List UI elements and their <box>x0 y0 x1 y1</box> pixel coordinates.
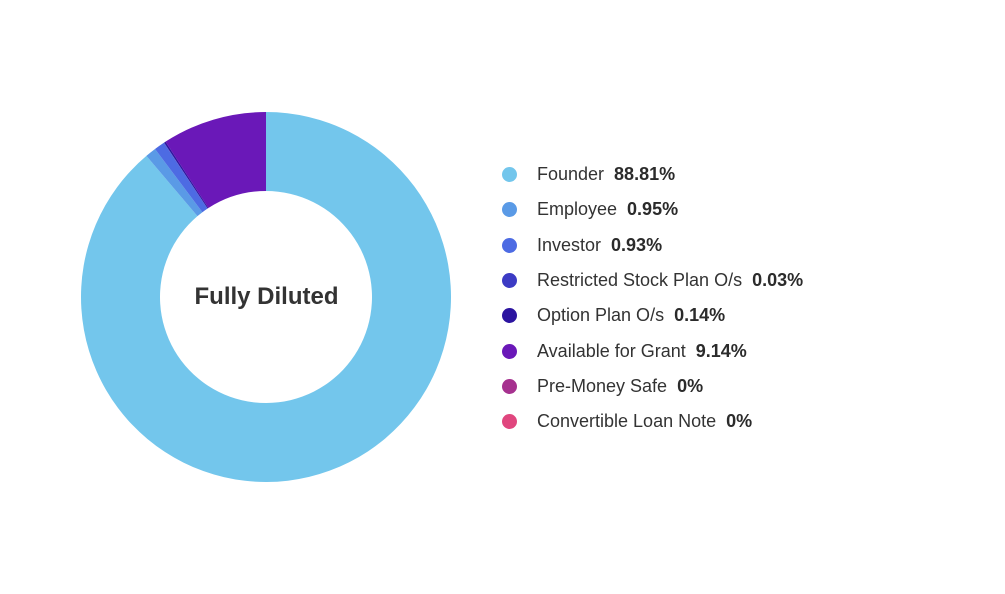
legend-marker-icon <box>502 273 517 289</box>
legend-value: 9.14% <box>695 340 747 361</box>
legend-label: Employee <box>537 199 618 220</box>
legend-marker-icon <box>502 414 517 430</box>
legend-label: Available for Grant <box>537 340 686 361</box>
legend-item-option-plan[interactable]: Option Plan O/s 0.14% <box>500 298 980 333</box>
legend-value: 0% <box>677 375 704 396</box>
donut-slice-restricted-stock-plan-o-s[interactable] <box>163 142 208 209</box>
legend-value: 88.81% <box>614 164 676 185</box>
legend-label: Convertible Loan Note <box>537 411 717 432</box>
legend-item-employee[interactable]: Employee 0.95% <box>500 192 980 227</box>
legend-value: 0% <box>726 411 753 432</box>
donut-slice-option-plan-o-s[interactable] <box>164 141 209 209</box>
legend-value: 0.14% <box>674 305 726 326</box>
legend-marker-icon <box>502 308 517 324</box>
legend-marker-icon <box>502 237 517 253</box>
chart-legend: Founder 88.81% Employee 0.95% Investor 0… <box>500 157 980 439</box>
donut-chart <box>80 112 451 483</box>
legend-marker-icon <box>502 202 517 218</box>
legend-item-founder[interactable]: Founder 88.81% <box>500 157 980 192</box>
legend-label: Pre-Money Safe <box>537 375 668 396</box>
donut-slice-founder[interactable] <box>80 112 451 483</box>
donut-slice-employee[interactable] <box>146 148 203 217</box>
legend-label: Founder <box>537 164 605 185</box>
legend-marker-icon <box>502 167 517 183</box>
donut-slice-investor[interactable] <box>155 142 208 213</box>
legend-value: 0.93% <box>611 234 663 255</box>
legend-marker-icon <box>502 378 517 394</box>
legend-label: Investor <box>537 234 602 255</box>
legend-value: 0.95% <box>627 199 679 220</box>
legend-item-convertible-loan-note[interactable]: Convertible Loan Note 0% <box>500 404 980 439</box>
legend-item-investor[interactable]: Investor 0.93% <box>500 228 980 263</box>
legend-item-restricted-stock-plan[interactable]: Restricted Stock Plan O/s 0.03% <box>500 263 980 298</box>
legend-value: 0.03% <box>752 270 804 291</box>
legend-item-pre-money-safe[interactable]: Pre-Money Safe 0% <box>500 369 980 404</box>
chart-title: Fully Diluted <box>194 283 339 310</box>
legend-item-available-for-grant[interactable]: Available for Grant 9.14% <box>500 333 980 368</box>
donut-slice-available-for-grant[interactable] <box>165 112 266 209</box>
legend-label: Restricted Stock Plan O/s <box>537 270 743 291</box>
legend-label: Option Plan O/s <box>537 305 665 326</box>
legend-marker-icon <box>502 343 517 359</box>
